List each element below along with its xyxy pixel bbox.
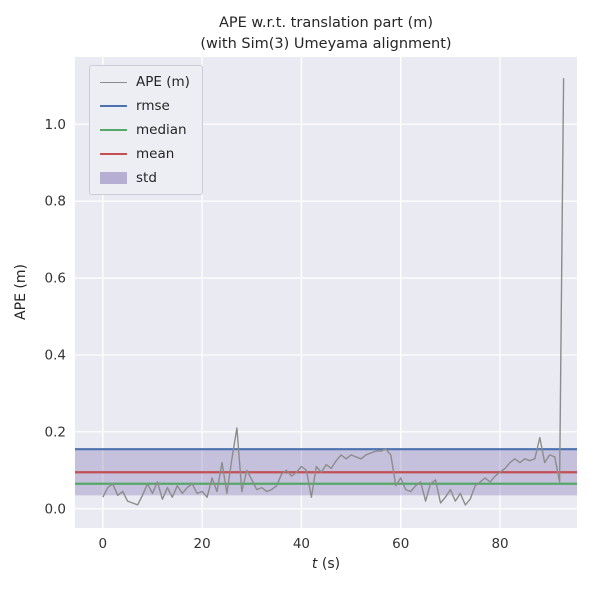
y-tick-label: 0.2 (45, 424, 66, 440)
legend-line-sample-icon (100, 153, 127, 155)
legend-entry-label: std (136, 170, 157, 186)
legend-entry-label: mean (136, 146, 175, 162)
legend-entry-label: rmse (136, 98, 170, 114)
x-tick-label: 40 (293, 536, 310, 552)
legend-entry: rmse (100, 98, 190, 114)
y-tick-label: 0.4 (45, 347, 66, 363)
title-line-1: APE w.r.t. translation part (m) (218, 15, 434, 31)
legend-line-sample-icon (100, 129, 127, 131)
legend-entry: std (100, 170, 190, 186)
y-tick-label: 1.0 (45, 117, 66, 133)
legend-entry: mean (100, 146, 190, 162)
legend-entry-label: median (136, 122, 187, 138)
legend-line-sample-icon (100, 105, 127, 107)
y-tick-label: 0.6 (45, 271, 66, 287)
legend-patch-sample-icon (100, 172, 127, 184)
x-tick-label: 60 (392, 536, 409, 552)
ape-line (102, 78, 565, 506)
y-tick-label: 0.8 (45, 194, 66, 210)
x-axis-label-variable: t (311, 556, 318, 572)
y-axis-label: APE (m) (13, 264, 29, 320)
legend: APE (m) rmse median mean std (89, 65, 203, 195)
x-tick-label: 0 (99, 536, 108, 552)
y-tick-label: 0.0 (45, 501, 66, 517)
legend-entry: APE (m) (100, 74, 190, 90)
x-tick-label: 20 (194, 536, 211, 552)
x-axis-label-unit: (s) (317, 556, 341, 572)
x-axis-label: t (s) (75, 556, 577, 572)
title-line-2: (with Sim(3) Umeyama alignment) (200, 36, 452, 52)
legend-entry-label: APE (m) (136, 74, 190, 90)
x-tick-label: 80 (491, 536, 508, 552)
legend-entry: median (100, 122, 190, 138)
page-title: APE w.r.t. translation part (m) (with Si… (75, 13, 577, 55)
legend-line-sample-icon (100, 81, 127, 83)
